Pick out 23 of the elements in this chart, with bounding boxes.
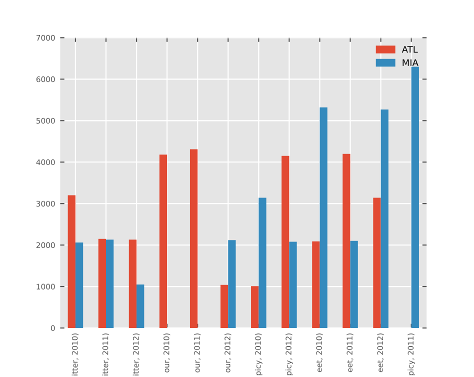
bar bbox=[380, 109, 388, 328]
bar bbox=[312, 241, 320, 328]
bar bbox=[228, 240, 236, 328]
bar bbox=[320, 107, 328, 328]
bar bbox=[251, 286, 259, 328]
bar bbox=[411, 66, 419, 328]
bar bbox=[373, 198, 381, 328]
bar bbox=[136, 284, 144, 328]
bar bbox=[220, 284, 228, 328]
bar bbox=[68, 195, 76, 328]
bar bbox=[282, 156, 290, 328]
bar bbox=[190, 149, 198, 328]
bar bbox=[75, 242, 84, 328]
bar bbox=[159, 154, 168, 328]
bar bbox=[289, 242, 297, 328]
legend-label: ATL bbox=[402, 46, 418, 53]
bar bbox=[128, 240, 137, 328]
bar bbox=[342, 154, 350, 328]
bar bbox=[350, 240, 358, 328]
bar bbox=[258, 198, 266, 328]
bar bbox=[106, 240, 114, 328]
legend-label: MIA bbox=[402, 59, 418, 66]
bar bbox=[98, 238, 106, 328]
